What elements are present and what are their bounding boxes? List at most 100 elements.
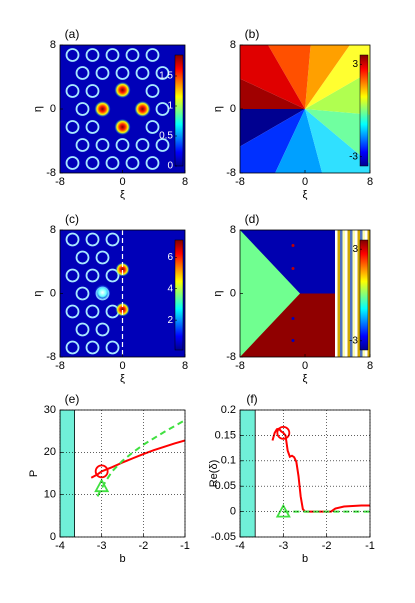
spot <box>115 302 130 317</box>
shaded-region <box>60 410 75 537</box>
phase-region <box>240 45 305 109</box>
colorbar-tick-label: 6 <box>167 252 173 263</box>
ring <box>105 340 120 355</box>
x-axis-label: ξ <box>303 189 308 201</box>
ring <box>85 340 100 355</box>
vortex <box>291 339 295 342</box>
y-tick-label: 0 <box>50 531 56 543</box>
ring <box>65 156 80 170</box>
y-tick-label: -8 <box>46 167 56 179</box>
ring <box>105 268 120 283</box>
background <box>60 45 185 173</box>
y-tick-label: 8 <box>50 224 56 236</box>
colorbar-tick-label: 3 <box>352 244 358 255</box>
x-tick-label: -2 <box>322 540 332 552</box>
ring <box>155 102 170 116</box>
x-tick-label: -1 <box>365 540 375 552</box>
colorbar-tick-label: 4 <box>167 283 173 294</box>
stripe <box>357 230 360 357</box>
ring <box>105 48 120 62</box>
x-tick-label: -3 <box>278 540 288 552</box>
spot <box>94 101 111 117</box>
ring <box>95 138 110 152</box>
panel-label: (f) <box>246 392 257 406</box>
axes-frame <box>239 229 371 358</box>
y-tick-label: 0 <box>230 287 236 299</box>
vortex <box>291 267 295 270</box>
plot-area <box>60 45 185 173</box>
panel-label: (e) <box>65 392 80 406</box>
plot-area <box>60 410 185 537</box>
ring <box>155 66 170 80</box>
x-tick-label: -3 <box>97 540 107 552</box>
marker <box>94 464 109 479</box>
series-line <box>90 439 185 479</box>
panel: -4 -3 -2 -1 0 10 20 30 (e) b P <box>28 392 190 565</box>
y-tick-label: 20 <box>44 446 56 458</box>
ring <box>125 156 140 170</box>
colorbar <box>359 239 369 351</box>
ring <box>75 66 90 80</box>
y-tick-label: 8 <box>230 224 236 236</box>
panel-label: (b) <box>245 27 260 41</box>
colorbar-tick-label: -3 <box>349 151 358 162</box>
colorbar-tick-label: 1.5 <box>159 71 173 82</box>
y-tick-label: 0 <box>230 506 236 518</box>
x-tick-label: 0 <box>119 360 125 372</box>
panel: -3 3 -8 0 8 -8 0 8 (d) ξ η <box>212 212 373 385</box>
ring <box>145 48 160 62</box>
x-tick-label: -8 <box>55 176 65 188</box>
marker <box>276 425 291 440</box>
x-tick-label: 8 <box>367 360 373 372</box>
y-tick-label: 8 <box>230 39 236 51</box>
x-axis-label: ξ <box>303 373 308 385</box>
stripe <box>355 230 358 357</box>
y-tick-label: -0.05 <box>211 531 236 543</box>
x-tick-label: 0 <box>302 176 308 188</box>
ring <box>75 322 90 337</box>
series-line <box>96 419 185 497</box>
ring <box>85 84 100 98</box>
stripe <box>335 230 338 357</box>
y-tick-label: 0.1 <box>221 455 236 467</box>
phase-region <box>240 109 305 173</box>
ring <box>65 84 80 98</box>
x-tick-label: -8 <box>235 360 245 372</box>
ring <box>135 138 150 152</box>
phase-region <box>305 71 370 115</box>
spot <box>94 284 111 301</box>
ring <box>105 156 120 170</box>
spot <box>114 82 131 98</box>
phase-region <box>305 45 350 109</box>
marker <box>275 503 291 518</box>
x-tick-label: 8 <box>182 176 188 188</box>
ring <box>95 66 110 80</box>
x-tick-label: 8 <box>182 360 188 372</box>
colorbar <box>174 54 184 167</box>
colorbar-tick-label: 1 <box>167 101 173 112</box>
panel: -3 3 -8 0 8 -8 0 8 (b) ξ η <box>212 27 373 201</box>
y-axis-label: Re(δ) <box>208 460 220 488</box>
ring <box>85 268 100 283</box>
x-axis-label: ξ <box>120 373 125 385</box>
x-tick-label: -8 <box>55 360 65 372</box>
ring <box>145 120 160 134</box>
phase-region <box>305 109 370 164</box>
phase-region <box>275 109 323 173</box>
ring <box>65 232 80 247</box>
stripe <box>367 230 370 357</box>
axes-frame <box>59 44 186 174</box>
spot <box>115 262 130 277</box>
axes-frame <box>59 229 186 358</box>
colorbar-tick-label: 3 <box>352 59 358 70</box>
x-tick-label: -4 <box>235 540 245 552</box>
x-tick-label: -8 <box>235 176 245 188</box>
vortex <box>291 317 295 320</box>
stripe <box>340 230 343 357</box>
y-tick-label: 10 <box>44 489 56 501</box>
panel-label: (c) <box>65 212 79 226</box>
phase-region <box>240 78 305 109</box>
ring <box>65 120 80 134</box>
stripe <box>345 230 348 357</box>
phase-region <box>305 109 370 173</box>
